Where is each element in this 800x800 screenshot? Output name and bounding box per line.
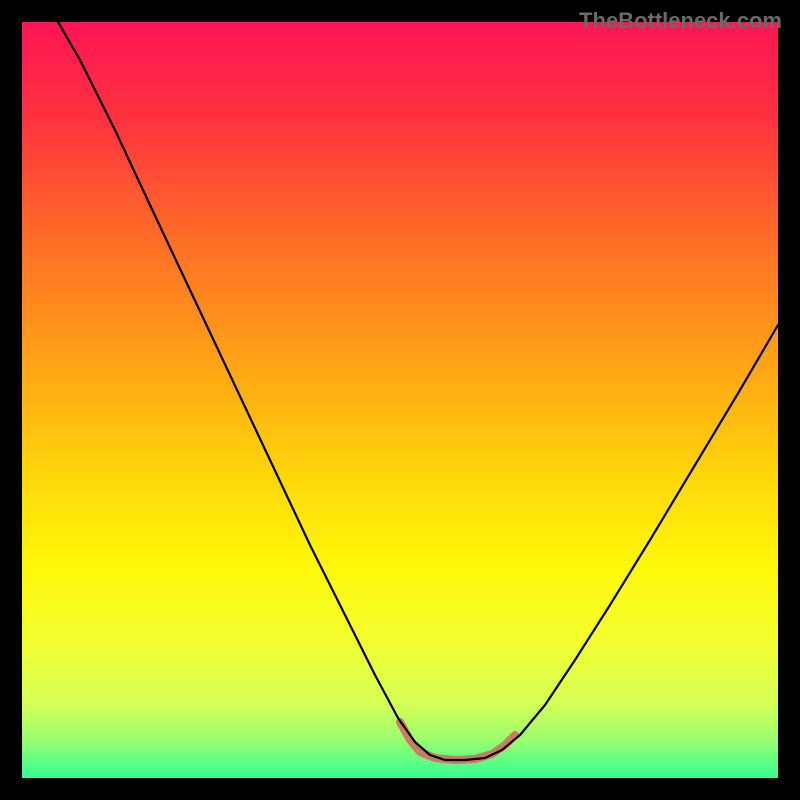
chart-svg bbox=[0, 0, 800, 800]
bottleneck-chart: TheBottleneck.com bbox=[0, 0, 800, 800]
watermark-label: TheBottleneck.com bbox=[579, 8, 782, 34]
chart-plot-area bbox=[22, 22, 778, 778]
